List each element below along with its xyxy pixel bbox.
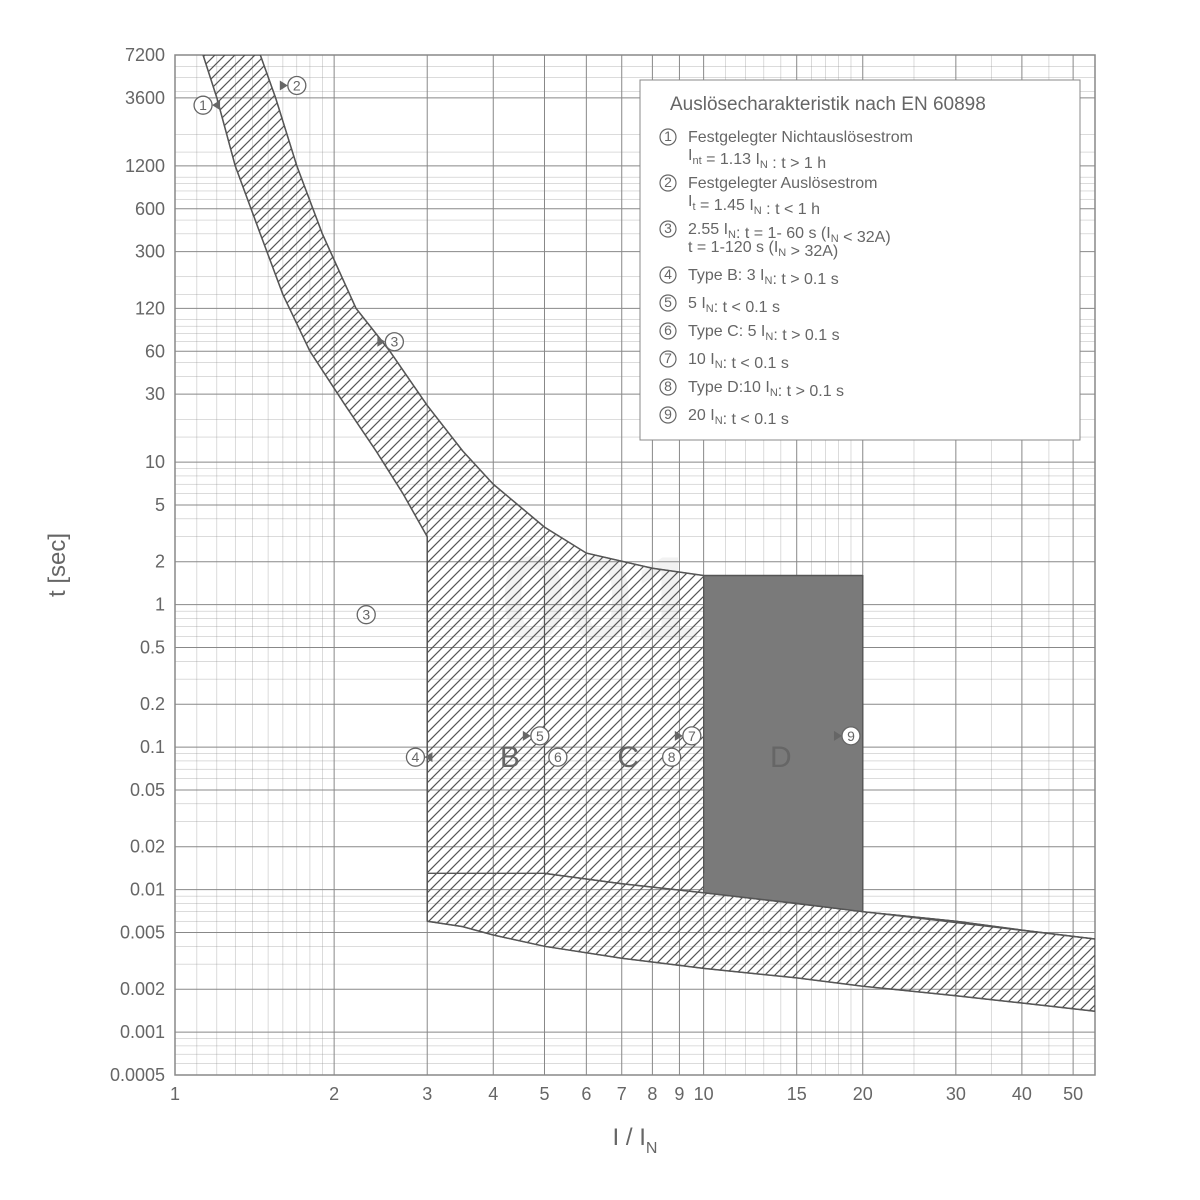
y-tick-label: 5: [155, 495, 165, 515]
y-tick-label: 10: [145, 452, 165, 472]
x-tick-label: 30: [946, 1084, 966, 1104]
svg-text:1: 1: [664, 128, 672, 144]
svg-text:9: 9: [664, 406, 672, 422]
zone-label: C: [617, 741, 639, 774]
svg-text:5: 5: [664, 294, 672, 310]
x-tick-label: 20: [853, 1084, 873, 1104]
svg-text:8: 8: [668, 749, 676, 765]
x-tick-label: 1: [170, 1084, 180, 1104]
y-tick-label: 0.2: [140, 694, 165, 714]
y-tick-label: 0.05: [130, 780, 165, 800]
y-tick-label: 0.1: [140, 737, 165, 757]
trip-curve-chart: 0011234567891015203040500.00050.0010.002…: [0, 0, 1200, 1200]
y-tick-label: 2: [155, 552, 165, 572]
zone-label: D: [770, 741, 792, 774]
y-tick-label: 1: [155, 595, 165, 615]
svg-text:1: 1: [199, 97, 207, 113]
y-tick-label: 30: [145, 384, 165, 404]
svg-text:9: 9: [847, 728, 855, 744]
y-tick-label: 0.5: [140, 638, 165, 658]
x-tick-label: 3: [422, 1084, 432, 1104]
y-axis-label: t [sec]: [44, 533, 71, 597]
y-tick-label: 120: [135, 298, 165, 318]
x-tick-label: 2: [329, 1084, 339, 1104]
svg-text:6: 6: [554, 749, 562, 765]
x-tick-label: 9: [674, 1084, 684, 1104]
y-tick-label: 0.0005: [110, 1065, 165, 1085]
x-tick-label: 50: [1063, 1084, 1083, 1104]
y-tick-label: 7200: [125, 45, 165, 65]
y-tick-label: 0.002: [120, 979, 165, 999]
svg-text:8: 8: [664, 378, 672, 394]
svg-text:3: 3: [390, 334, 398, 350]
svg-text:6: 6: [664, 322, 672, 338]
svg-text:7: 7: [688, 728, 696, 744]
y-tick-label: 300: [135, 242, 165, 262]
svg-text:2: 2: [293, 77, 301, 93]
x-tick-label: 10: [694, 1084, 714, 1104]
y-tick-label: 0.001: [120, 1022, 165, 1042]
y-tick-label: 1200: [125, 156, 165, 176]
svg-text:3: 3: [664, 220, 672, 236]
x-tick-label: 15: [787, 1084, 807, 1104]
zone-label: B: [500, 741, 520, 774]
y-tick-label: 600: [135, 199, 165, 219]
x-tick-label: 4: [488, 1084, 498, 1104]
svg-text:4: 4: [664, 266, 672, 282]
legend-line: Festgelegter Nichtauslösestrom: [688, 129, 913, 146]
x-tick-label: 8: [647, 1084, 657, 1104]
svg-text:3: 3: [362, 607, 370, 623]
svg-text:2: 2: [664, 174, 672, 190]
y-tick-label: 0.02: [130, 837, 165, 857]
svg-text:5: 5: [536, 728, 544, 744]
y-tick-label: 3600: [125, 88, 165, 108]
y-tick-label: 0.005: [120, 923, 165, 943]
y-tick-label: 0.01: [130, 880, 165, 900]
x-tick-label: 40: [1012, 1084, 1032, 1104]
legend-line: Festgelegter Auslösestrom: [688, 175, 877, 192]
y-tick-label: 60: [145, 341, 165, 361]
x-tick-label: 6: [581, 1084, 591, 1104]
legend-title: Auslösecharakteristik nach EN 60898: [670, 94, 986, 115]
svg-text:7: 7: [664, 350, 672, 366]
svg-text:4: 4: [412, 749, 420, 765]
x-tick-label: 5: [539, 1084, 549, 1104]
x-tick-label: 7: [617, 1084, 627, 1104]
